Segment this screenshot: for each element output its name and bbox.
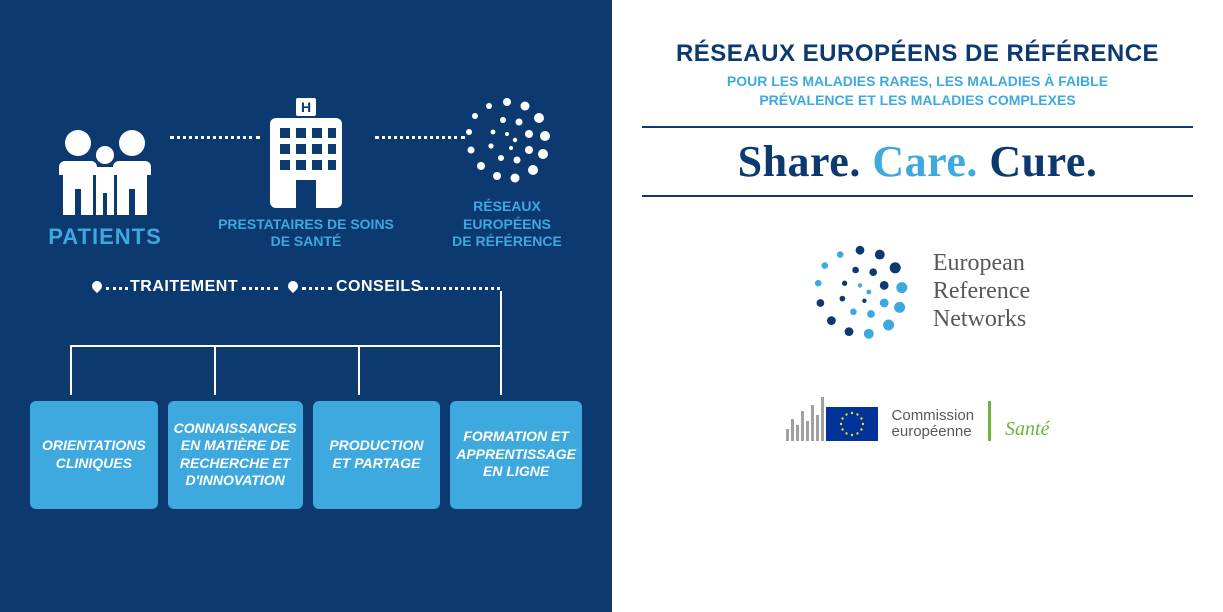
ec-text: Commission européenne bbox=[892, 408, 975, 441]
slogan-word: Care. bbox=[872, 137, 978, 186]
network-swirl-icon bbox=[432, 80, 582, 190]
dotted-connector bbox=[106, 287, 128, 290]
output-box: CONNAISSANCES EN MATIÈRE DE RECHERCHE ET… bbox=[168, 401, 303, 509]
slogan-word: Share. bbox=[738, 137, 861, 186]
network-swirl-icon bbox=[805, 237, 915, 347]
green-divider bbox=[988, 401, 991, 441]
divider bbox=[642, 195, 1193, 197]
networks-node: RÉSEAUX EUROPÉENS DE RÉFÉRENCE bbox=[432, 80, 582, 251]
ern-logo-text: European Reference Networks bbox=[933, 250, 1030, 333]
svg-text:H: H bbox=[301, 99, 311, 115]
dotted-connector bbox=[420, 287, 500, 290]
hospital-icon: H bbox=[206, 98, 406, 208]
advice-label: CONSEILS bbox=[336, 278, 422, 296]
providers-label: PRESTATAIRES DE SOINS DE SANTÉ bbox=[206, 216, 406, 251]
slogan: Share. Care. Cure. bbox=[642, 136, 1193, 187]
output-box: PRODUCTION ET PARTAGE bbox=[313, 401, 441, 509]
treatment-label: TRAITEMENT bbox=[130, 278, 238, 296]
providers-node: H PRESTATAIRES DE SOINS DE SANTÉ bbox=[206, 98, 406, 251]
patients-label: PATIENTS bbox=[30, 223, 180, 251]
patients-node: PATIENTS bbox=[30, 105, 180, 251]
ern-logo: European Reference Networks bbox=[642, 237, 1193, 347]
output-boxes-row: ORIENTATIONS CLINIQUES CONNAISSANCES EN … bbox=[30, 401, 582, 509]
divider bbox=[642, 126, 1193, 128]
tree-connectors bbox=[30, 315, 582, 395]
diagram-panel: PATIENTS H bbox=[0, 0, 612, 612]
dotted-connector bbox=[302, 287, 332, 290]
pin-icon bbox=[286, 278, 300, 292]
networks-label: RÉSEAUX EUROPÉENS DE RÉFÉRENCE bbox=[432, 198, 582, 251]
main-heading: RÉSEAUX EUROPÉENS DE RÉFÉRENCE bbox=[642, 40, 1193, 68]
sante-label: Santé bbox=[1005, 418, 1049, 441]
top-icons-row: PATIENTS H bbox=[30, 80, 582, 251]
dotted-connector bbox=[170, 136, 260, 139]
output-box: FORMATION ET APPRENTISSAGE EN LIGNE bbox=[450, 401, 582, 509]
pin-icon bbox=[90, 278, 104, 292]
slogan-word: Cure. bbox=[989, 137, 1097, 186]
ec-flag-icon bbox=[786, 397, 878, 441]
dotted-connector bbox=[375, 136, 465, 139]
sub-heading: POUR LES MALADIES RARES, LES MALADIES À … bbox=[642, 72, 1193, 110]
ec-logo: Commission européenne Santé bbox=[642, 397, 1193, 441]
output-box: ORIENTATIONS CLINIQUES bbox=[30, 401, 158, 509]
patients-icon bbox=[30, 105, 180, 215]
info-panel: RÉSEAUX EUROPÉENS DE RÉFÉRENCE POUR LES … bbox=[612, 0, 1223, 612]
dotted-connector bbox=[242, 287, 278, 290]
